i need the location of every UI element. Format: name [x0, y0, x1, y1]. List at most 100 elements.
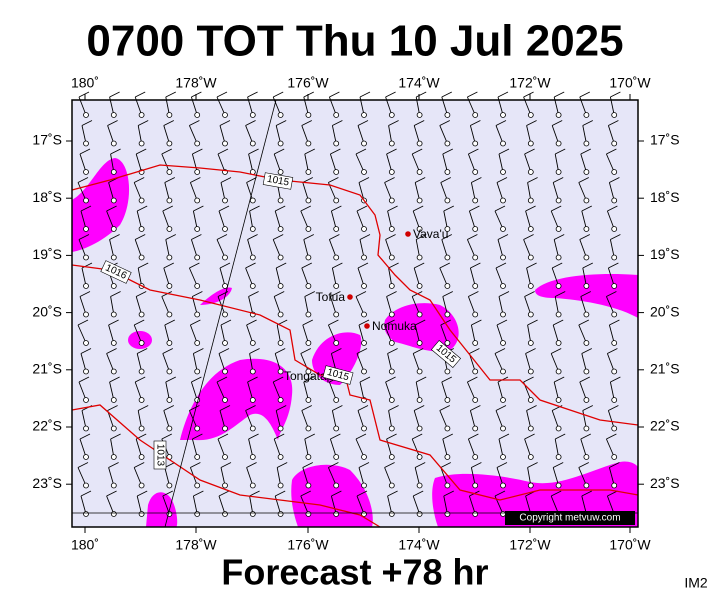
- place-label: Vava'u: [413, 227, 448, 241]
- barb-station: [138, 140, 145, 147]
- barb-feather: [107, 405, 118, 411]
- barb-station: [83, 482, 89, 489]
- barb-staff: [272, 381, 282, 401]
- barb-staff: [137, 410, 143, 429]
- barb-station: [555, 425, 562, 432]
- barb-station: [444, 169, 451, 175]
- barb-staff: [496, 467, 504, 486]
- barb-feather: [78, 376, 90, 383]
- barb-station: [611, 112, 618, 118]
- barb-staff: [466, 381, 476, 401]
- barb-feather: [303, 376, 315, 383]
- barb-staff: [80, 495, 87, 515]
- barb-station: [166, 340, 173, 346]
- barb-feather: [554, 433, 566, 440]
- barb-station: [333, 340, 340, 346]
- barb-feather: [135, 291, 147, 297]
- barb-feather: [79, 291, 91, 297]
- barb-staff: [468, 210, 476, 230]
- barb-feather: [413, 262, 425, 269]
- barb-station: [166, 197, 173, 204]
- barb-station: [194, 112, 201, 118]
- barb-station: [527, 340, 534, 346]
- barb-feather: [355, 433, 367, 440]
- barb-feather: [582, 262, 594, 269]
- barb-station: [555, 169, 562, 175]
- barb-station: [416, 425, 423, 432]
- barb-staff: [578, 467, 587, 486]
- barb-station: [194, 197, 201, 204]
- x-tick-label-bottom: 180˚: [71, 537, 99, 553]
- barb-staff: [218, 495, 226, 515]
- barb-feather: [81, 120, 93, 126]
- barb-station: [444, 397, 451, 403]
- barb-feather: [470, 405, 481, 411]
- barb-feather: [386, 291, 397, 297]
- barb-feather: [275, 120, 287, 126]
- barb-staff: [304, 438, 309, 458]
- barb-station: [277, 340, 284, 346]
- barb-station: [416, 340, 423, 346]
- barb-staff: [108, 467, 115, 486]
- barb-staff: [579, 239, 587, 258]
- barb-staff: [550, 210, 560, 230]
- barb-station: [583, 311, 590, 318]
- barb-staff: [411, 153, 421, 173]
- barb-feather: [191, 234, 202, 240]
- barb-station: [277, 454, 284, 460]
- barb-station: [249, 368, 256, 375]
- barb-station: [138, 226, 145, 232]
- barb-station: [110, 254, 117, 261]
- barb-staff: [303, 239, 309, 258]
- barb-staff: [386, 153, 393, 173]
- barb-station: [555, 254, 562, 261]
- barb-staff: [356, 210, 365, 230]
- place-marker: [364, 323, 370, 329]
- barb-feather: [137, 120, 149, 126]
- isobar-label-box: [262, 172, 294, 190]
- barb-station: [83, 397, 89, 403]
- barb-feather: [581, 205, 593, 212]
- barb-feather: [386, 148, 397, 155]
- isobar-label-box: [430, 339, 462, 369]
- barb-station: [110, 482, 117, 489]
- y-tick-label-right: 19˚S: [650, 246, 680, 262]
- barb-staff: [609, 381, 615, 401]
- barb-feather: [607, 348, 618, 354]
- barb-feather: [164, 462, 176, 468]
- barb-staff: [248, 438, 254, 458]
- barb-staff: [164, 324, 170, 344]
- copyright: Copyright metvuw.com: [519, 513, 620, 524]
- barb-feather: [526, 405, 537, 411]
- barb-station: [138, 511, 145, 517]
- barb-station: [583, 340, 590, 346]
- barb-feather: [164, 319, 176, 326]
- barb-station: [583, 226, 590, 232]
- barb-staff: [249, 210, 254, 230]
- barb-station: [500, 169, 506, 175]
- barb-station: [333, 254, 340, 261]
- barb-station: [138, 425, 145, 432]
- barb-staff: [189, 182, 198, 201]
- isobar-label-box: [100, 260, 132, 284]
- barb-feather: [108, 319, 119, 326]
- barb-station: [194, 511, 201, 517]
- barb-station: [222, 197, 228, 204]
- barb-feather: [523, 91, 534, 98]
- y-tick-label-right: 20˚S: [650, 303, 680, 319]
- barb-staff: [276, 324, 282, 344]
- barb-feather: [110, 291, 121, 297]
- barb-staff: [467, 153, 476, 173]
- barb-feather: [304, 291, 316, 297]
- barb-staff: [330, 210, 337, 230]
- barb-staff: [496, 324, 504, 344]
- barb-staff: [467, 438, 476, 458]
- barb-feather: [527, 319, 538, 326]
- barb-station: [83, 140, 89, 147]
- barb-station: [305, 397, 312, 403]
- barb-station: [472, 226, 479, 232]
- barb-staff: [358, 182, 365, 201]
- barb-station: [277, 482, 284, 489]
- barb-feather: [415, 91, 427, 98]
- x-tick-label-bottom: 176˚W: [287, 537, 329, 553]
